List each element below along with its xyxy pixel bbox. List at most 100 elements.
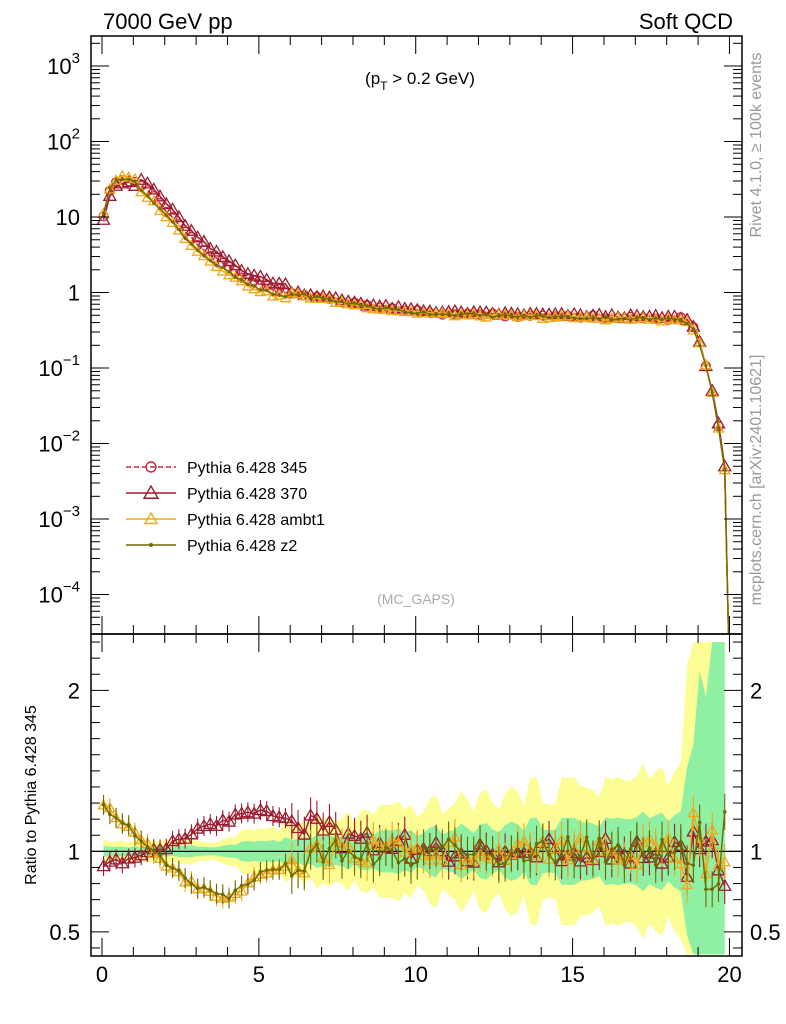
ratio-marker xyxy=(283,861,288,866)
main-marker xyxy=(278,276,293,290)
main-marker xyxy=(196,248,200,252)
ratio-line xyxy=(102,804,726,900)
main-marker xyxy=(96,212,111,225)
ratio-marker xyxy=(214,891,219,896)
main-marker xyxy=(597,317,601,321)
main-marker xyxy=(680,315,694,327)
main-marker xyxy=(359,303,363,307)
main-marker xyxy=(190,230,205,243)
main-marker xyxy=(553,315,557,319)
ratio-marker xyxy=(259,803,274,817)
ratio-marker xyxy=(195,886,200,891)
legend-label: Pythia 6.428 ambt1 xyxy=(187,512,325,529)
ratio-marker xyxy=(247,806,262,819)
main-marker xyxy=(271,292,275,297)
main-marker xyxy=(386,304,399,316)
main-marker xyxy=(436,306,449,318)
ratio-marker xyxy=(561,853,574,865)
main-marker xyxy=(667,309,682,322)
main-marker xyxy=(396,308,401,312)
ratio-marker xyxy=(114,816,118,820)
main-marker xyxy=(285,286,298,298)
ratio-x-ticks: 0 5 10 15 20 xyxy=(96,634,742,987)
ratio-marker xyxy=(371,862,376,867)
main-marker xyxy=(327,297,332,301)
ratio-marker xyxy=(220,892,225,897)
ratio-marker xyxy=(277,867,282,872)
rivet-version-label: Rivet 4.1.0, ≥ 100k events xyxy=(748,53,765,238)
main-marker xyxy=(618,312,631,323)
main-marker xyxy=(699,358,713,370)
main-marker xyxy=(122,171,135,182)
ratio-marker xyxy=(264,868,269,872)
legend-item: Pythia 6.428 ambt1 xyxy=(126,511,325,529)
ratio-marker xyxy=(359,857,363,862)
ratio-marker xyxy=(679,840,683,844)
main-marker xyxy=(578,316,583,320)
main-marker xyxy=(239,278,244,282)
ratio-y-tick-label: 2 xyxy=(68,678,80,703)
legend-item: Pythia 6.428 345 xyxy=(126,460,307,477)
main-marker xyxy=(334,300,338,304)
main-marker xyxy=(159,196,174,210)
ratio-marker xyxy=(641,853,645,858)
main-marker xyxy=(265,288,269,292)
ratio-marker xyxy=(296,868,300,873)
main-marker xyxy=(185,239,198,251)
main-marker xyxy=(536,312,549,323)
ratio-marker xyxy=(302,869,307,873)
ratio-marker xyxy=(252,878,256,883)
ratio-marker xyxy=(704,887,708,892)
ratio-marker xyxy=(687,806,700,818)
main-marker xyxy=(340,300,344,304)
main-marker xyxy=(674,313,687,324)
main-marker xyxy=(290,292,294,296)
ratio-outer-band xyxy=(103,642,725,955)
main-marker xyxy=(108,186,112,190)
main-marker xyxy=(723,467,727,471)
main-marker xyxy=(135,185,148,197)
legend-label: Pythia 6.428 345 xyxy=(187,460,307,477)
ratio-marker xyxy=(686,824,701,837)
ratio-marker xyxy=(415,859,420,864)
main-marker xyxy=(524,309,537,321)
main-marker xyxy=(647,318,652,322)
main-marker xyxy=(660,318,664,322)
ratio-marker xyxy=(290,820,306,834)
ratio-marker xyxy=(534,841,539,846)
main-marker xyxy=(229,271,242,282)
ratio-marker xyxy=(653,863,658,867)
ratio-marker xyxy=(365,841,369,846)
main-marker xyxy=(209,244,224,257)
main-marker xyxy=(191,245,204,256)
main-marker xyxy=(153,204,167,216)
ratio-y-tick-label-right: 1 xyxy=(750,839,762,864)
main-marker xyxy=(390,307,394,311)
main-marker xyxy=(103,182,116,194)
main-marker xyxy=(459,312,463,316)
main-marker xyxy=(127,177,131,181)
main-marker xyxy=(635,316,639,320)
main-marker xyxy=(258,288,263,292)
ratio-marker xyxy=(158,853,162,858)
ratio-y-tick-label-right: 2 xyxy=(750,678,762,703)
main-marker xyxy=(152,189,168,202)
ratio-marker xyxy=(196,818,212,832)
ratio-marker xyxy=(323,858,336,870)
ratio-marker xyxy=(672,850,677,855)
main-marker xyxy=(221,265,225,270)
main-marker xyxy=(629,308,645,321)
main-marker xyxy=(160,210,173,222)
main-marker xyxy=(666,316,670,320)
main-marker xyxy=(580,310,593,322)
main-marker xyxy=(616,317,620,321)
main-marker xyxy=(291,287,305,299)
main-marker xyxy=(177,227,181,232)
ratio-marker xyxy=(333,838,338,842)
main-marker xyxy=(528,315,532,319)
ratio-marker xyxy=(108,852,124,865)
main-marker xyxy=(146,182,161,195)
ratio-marker xyxy=(164,863,169,867)
ratio-marker xyxy=(591,856,595,861)
